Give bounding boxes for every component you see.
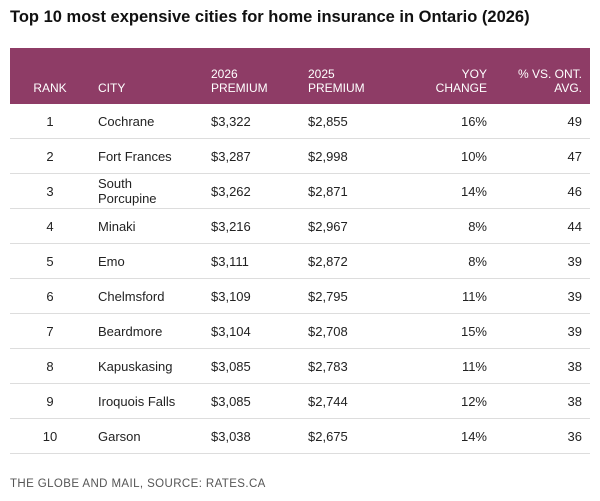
table-cell: Iroquois Falls: [90, 383, 203, 419]
table-cell: $2,998: [300, 138, 397, 174]
table-cell: Beardmore: [90, 313, 203, 349]
table-cell: 38: [495, 348, 590, 384]
table-cell: $3,104: [203, 313, 300, 349]
table-cell: 38: [495, 383, 590, 419]
table-row: 8 Kapuskasing $3,085 $2,783 11% 38: [10, 348, 590, 384]
header-row: RANK CITY 2026 PREMIUM 2025 PREMIUM YOY CHAN…: [10, 48, 590, 104]
table-cell: $3,038: [203, 418, 300, 454]
column-header: 2025 PREMIUM: [300, 48, 397, 104]
table-cell: Fort Frances: [90, 138, 203, 174]
table-cell: $2,871: [300, 173, 397, 209]
table-cell: 10: [10, 418, 90, 454]
table-cell: 10%: [397, 138, 495, 174]
table-cell: 8%: [397, 243, 495, 279]
table-cell: 49: [495, 104, 590, 139]
table-cell: 8%: [397, 208, 495, 244]
table-cell: 36: [495, 418, 590, 454]
table-cell: 4: [10, 208, 90, 244]
table-cell: 8: [10, 348, 90, 384]
table-cell: 1: [10, 104, 90, 139]
data-table: RANK CITY 2026 PREMIUM 2025 PREMIUM YOY CHAN…: [10, 48, 590, 454]
table-cell: 16%: [397, 104, 495, 139]
table-cell: Chelmsford: [90, 278, 203, 314]
table-row: 3 South Porcupine $3,262 $2,871 14% 46: [10, 173, 590, 209]
table-cell: $3,262: [203, 173, 300, 209]
table-cell: Cochrane: [90, 104, 203, 139]
title: Top 10 most expensive cities for home in…: [10, 8, 530, 26]
table-cell: $3,111: [203, 243, 300, 279]
table-cell: 12%: [397, 383, 495, 419]
table-cell: $3,216: [203, 208, 300, 244]
table-cell: 11%: [397, 278, 495, 314]
table-row: 2 Fort Frances $3,287 $2,998 10% 47: [10, 138, 590, 174]
table-cell: $3,085: [203, 348, 300, 384]
source: THE GLOBE AND MAIL, SOURCE: RATES.CA: [10, 478, 266, 490]
table-cell: 39: [495, 313, 590, 349]
table-cell: 5: [10, 243, 90, 279]
table-cell: $3,287: [203, 138, 300, 174]
table-cell: $3,085: [203, 383, 300, 419]
table-cell: Emo: [90, 243, 203, 279]
table-cell: $2,872: [300, 243, 397, 279]
column-header: YOY CHANGE: [397, 48, 495, 104]
table-cell: $2,675: [300, 418, 397, 454]
column-header: % VS. ONT. AVG.: [495, 48, 590, 104]
table-row: 1 Cochrane $3,322 $2,855 16% 49: [10, 104, 590, 139]
table-cell: 39: [495, 278, 590, 314]
table-row: 7 Beardmore $3,104 $2,708 15% 39: [10, 313, 590, 349]
table-cell: 14%: [397, 173, 495, 209]
table-cell: 11%: [397, 348, 495, 384]
table-cell: $2,855: [300, 104, 397, 139]
table-cell: 15%: [397, 313, 495, 349]
table-cell: $2,967: [300, 208, 397, 244]
table-cell: 47: [495, 138, 590, 174]
table-row: 10 Garson $3,038 $2,675 14% 36: [10, 418, 590, 454]
table-row: 9 Iroquois Falls $3,085 $2,744 12% 38: [10, 383, 590, 419]
table-cell: 6: [10, 278, 90, 314]
table-cell: 2: [10, 138, 90, 174]
table-cell: $2,744: [300, 383, 397, 419]
table-cell: $2,708: [300, 313, 397, 349]
table-cell: Minaki: [90, 208, 203, 244]
table-cell: 39: [495, 243, 590, 279]
column-header: RANK: [10, 48, 90, 104]
column-header: CITY: [90, 48, 203, 104]
table-cell: Garson: [90, 418, 203, 454]
table-cell: 7: [10, 313, 90, 349]
table-row: 6 Chelmsford $3,109 $2,795 11% 39: [10, 278, 590, 314]
table-row: 5 Emo $3,111 $2,872 8% 39: [10, 243, 590, 279]
table-cell: $2,783: [300, 348, 397, 384]
table-cell: South Porcupine: [90, 173, 203, 209]
column-header: 2026 PREMIUM: [203, 48, 300, 104]
table-row: 4 Minaki $3,216 $2,967 8% 44: [10, 208, 590, 244]
table-cell: 44: [495, 208, 590, 244]
table-cell: $2,795: [300, 278, 397, 314]
table-cell: Kapuskasing: [90, 348, 203, 384]
table-body: 1 Cochrane $3,322 $2,855 16% 49 2 Fort Frances $…: [10, 104, 590, 454]
table-cell: 3: [10, 173, 90, 209]
table-cell: $3,322: [203, 104, 300, 139]
table-cell: 14%: [397, 418, 495, 454]
table-cell: $3,109: [203, 278, 300, 314]
table-cell: 9: [10, 383, 90, 419]
table-cell: 46: [495, 173, 590, 209]
